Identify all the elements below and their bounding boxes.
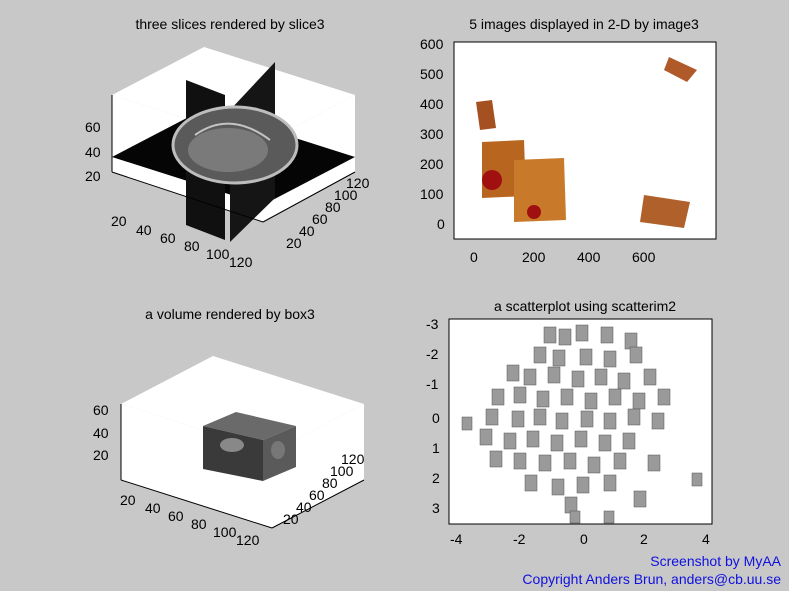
slice3-y-tick-1: 20 <box>286 235 302 251</box>
image3-title: 5 images displayed in 2-D by image3 <box>469 16 699 32</box>
image3-tile-1 <box>664 57 697 82</box>
scatterim2-x-tick-0: 0 <box>580 531 588 547</box>
slice3-axes: 60 40 20 20 40 60 80 100 120 20 40 60 80… <box>85 47 370 270</box>
image3-panel: 5 images displayed in 2-D by image3 600 … <box>394 0 789 295</box>
box3-title: a volume rendered by box3 <box>145 306 315 322</box>
box3-y-tick-6: 120 <box>341 451 365 467</box>
image3-x-tick-0: 0 <box>470 249 478 265</box>
box3-panel: a volume rendered by box3 60 40 20 20 40… <box>0 295 394 591</box>
slice3-x-tick-3: 60 <box>160 230 176 246</box>
slice3-y-tick-5: 100 <box>334 187 358 203</box>
box3-volume-left <box>203 426 263 481</box>
image3-tile-4 <box>514 158 566 222</box>
box3-x-tick-5: 100 <box>213 524 237 540</box>
image3-y-tick-400: 400 <box>420 96 444 112</box>
image3-axes: 600 500 400 300 200 100 0 0 200 400 600 <box>420 36 717 265</box>
box3-top-face <box>121 356 364 452</box>
scatterim2-axes: -3 -2 -1 0 1 2 3 <box>426 316 713 525</box>
box3-y-tick-4: 80 <box>322 475 338 491</box>
slice3-z-tick-1: 60 <box>85 119 101 135</box>
slice3-title: three slices rendered by slice3 <box>135 16 325 32</box>
scatterim2-y-tick-m2: -2 <box>426 346 439 362</box>
box3-y-tick-5: 100 <box>330 463 354 479</box>
box3-right-face <box>272 404 364 528</box>
box3-x-tick-1: 20 <box>120 492 136 508</box>
slice3-y-tick-4: 80 <box>325 199 341 215</box>
slice3-x-tick-2: 40 <box>136 222 152 238</box>
image3-tile-5 <box>640 195 690 228</box>
image3-plot-area <box>453 41 717 240</box>
image3-y-tick-300: 300 <box>420 126 444 142</box>
box3-z-tick-3: 20 <box>93 447 109 463</box>
credit-screenshot-by: Screenshot by MyAA <box>650 553 781 569</box>
scatterim2-title: a scatterplot using scatterim2 <box>493 298 677 314</box>
image3-y-tick-0: 0 <box>437 216 445 232</box>
box3-x-tick-6: 120 <box>236 532 260 548</box>
slice3-x-tick-1: 20 <box>111 213 127 229</box>
credit-copyright: Copyright Anders Brun, anders@cb.uu.se <box>522 571 781 587</box>
image3-x-tick-200: 200 <box>522 249 546 265</box>
image3-x-tick-600: 600 <box>632 249 656 265</box>
box3-x-tick-3: 60 <box>168 508 184 524</box>
box3-z-tick-2: 40 <box>93 425 109 441</box>
slice3-z-tick-2: 40 <box>85 144 101 160</box>
image3-y-tick-500: 500 <box>420 66 444 82</box>
image3-x-tick-400: 400 <box>577 249 601 265</box>
box3-x-tick-2: 40 <box>145 500 161 516</box>
scatterim2-y-tick-0: 0 <box>432 410 440 426</box>
slice3-y-tick-3: 60 <box>312 211 328 227</box>
scatterim2-y-tick-3: 3 <box>432 500 440 516</box>
slice3-panel: three slices rendered by slice3 60 40 20… <box>0 0 394 295</box>
scatterim2-x-axis: -4 -2 0 2 4 <box>450 531 710 547</box>
slice3-top-face <box>112 47 355 143</box>
slice3-x-tick-6: 120 <box>229 254 253 270</box>
box3-y-tick-2: 40 <box>296 499 312 515</box>
box3-left-face <box>121 404 272 528</box>
scatterim2-y-tick-1: 1 <box>432 440 440 456</box>
scatterim2-face-thumbnails <box>461 324 703 524</box>
box3-y-tick-1: 20 <box>283 511 299 527</box>
box3-x-tick-4: 80 <box>191 516 207 532</box>
box3-axes: 60 40 20 20 40 60 80 100 120 20 40 60 80… <box>93 356 365 548</box>
box3-volume-top <box>203 412 296 440</box>
scatterim2-x-tick-m2: -2 <box>513 531 526 547</box>
scatterim2-x-tick-4: 4 <box>702 531 710 547</box>
image3-y-tick-200: 200 <box>420 156 444 172</box>
image3-tile-2 <box>476 100 496 130</box>
scatterim2-x-tick-m4: -4 <box>450 531 463 547</box>
scatterim2-y-tick-2: 2 <box>432 470 440 486</box>
slice3-y-tick-6: 120 <box>346 175 370 191</box>
image3-y-tick-100: 100 <box>420 186 444 202</box>
scatterim2-panel: a scatterplot using scatterim2 <box>394 295 789 591</box>
box3-z-tick-1: 60 <box>93 402 109 418</box>
slice3-y-tick-2: 40 <box>299 223 315 239</box>
scatterim2-y-tick-m1: -1 <box>426 376 439 392</box>
slice3-x-tick-5: 100 <box>206 246 230 262</box>
box3-y-tick-3: 60 <box>309 487 325 503</box>
slice3-z-tick-3: 20 <box>85 168 101 184</box>
image3-y-tick-600: 600 <box>420 36 444 52</box>
scatterim2-y-tick-m3: -3 <box>426 316 439 332</box>
scatterim2-x-tick-2: 2 <box>640 531 648 547</box>
slice3-x-tick-4: 80 <box>184 238 200 254</box>
